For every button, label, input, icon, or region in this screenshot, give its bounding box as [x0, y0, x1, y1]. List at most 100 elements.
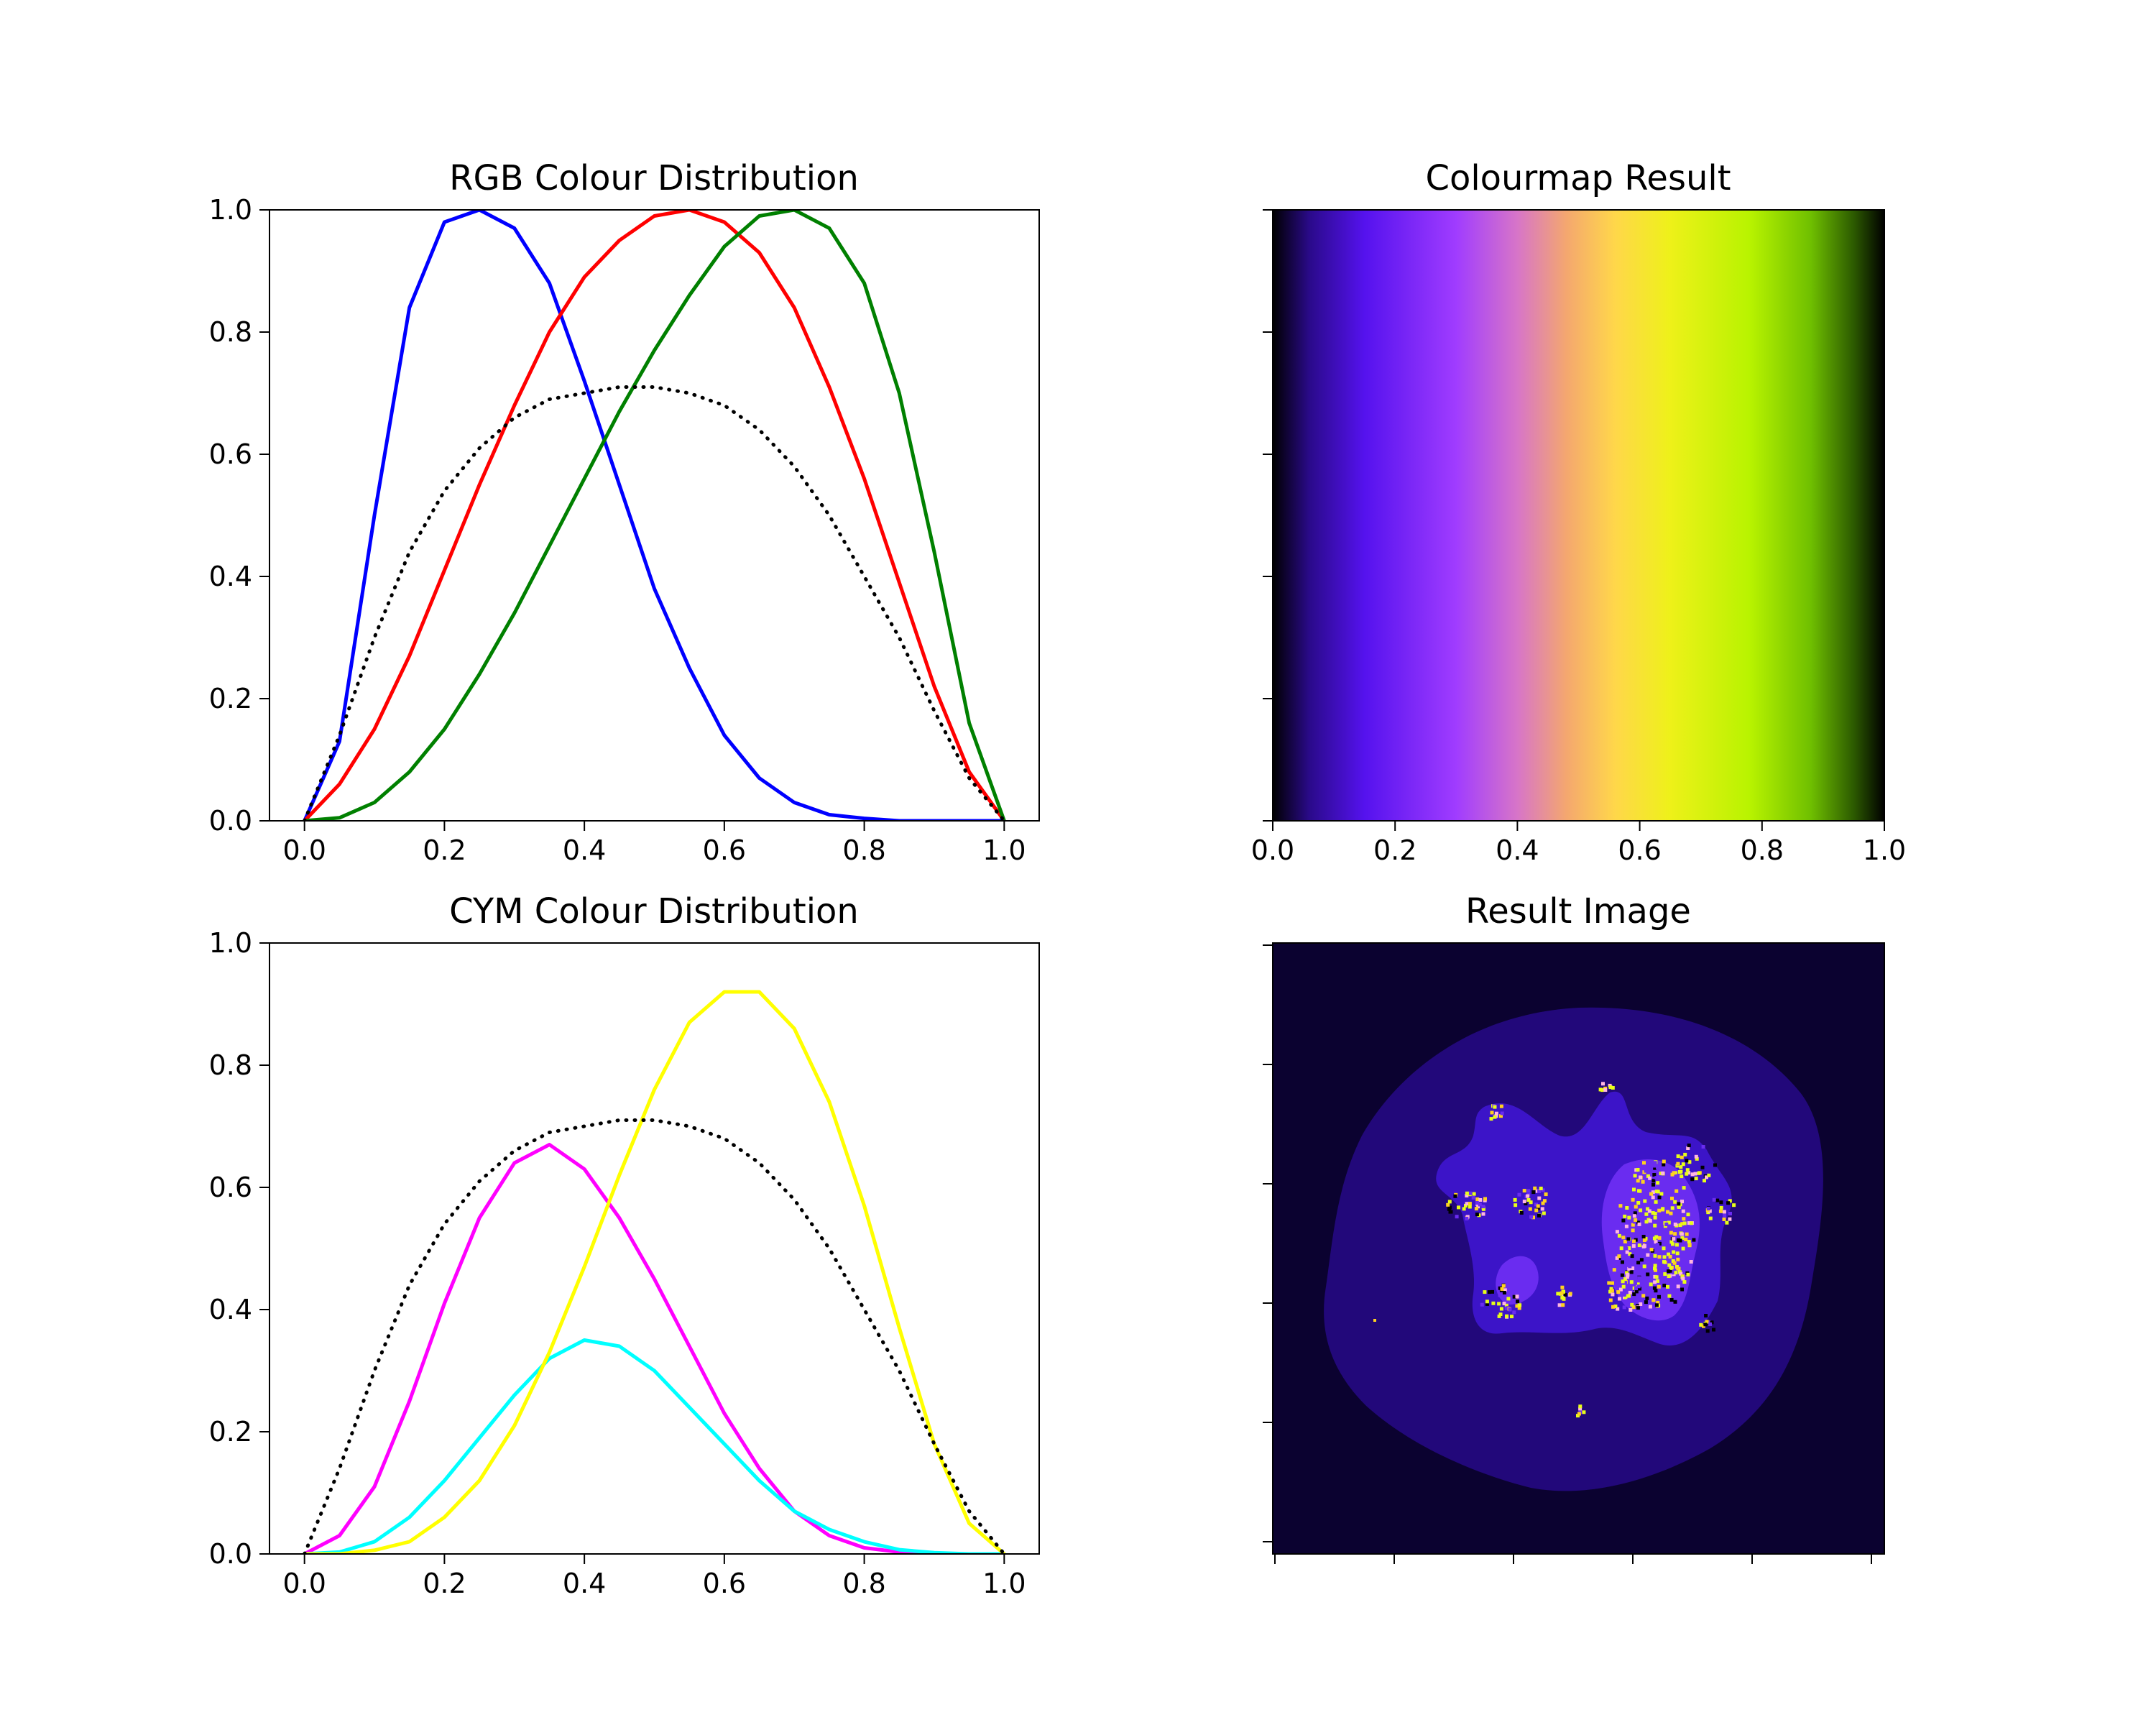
- result-hot-pixel: [1560, 1285, 1565, 1289]
- cym-y-axis: 0.0 0.2 0.4 0.6 0.8 1.0: [209, 927, 270, 1570]
- result-hot-pixel: [1651, 1190, 1655, 1195]
- result-hot-pixel: [1623, 1281, 1628, 1285]
- result-hot-pixel: [1636, 1168, 1640, 1172]
- result-hot-pixel: [1615, 1251, 1619, 1255]
- result-hot-pixel: [1685, 1232, 1689, 1236]
- result-hot-pixel: [1719, 1200, 1723, 1205]
- result-hot-pixel: [1562, 1297, 1566, 1301]
- result-hot-pixel: [1708, 1209, 1712, 1213]
- result-hot-pixel: [1471, 1195, 1475, 1200]
- result-hot-pixel: [1623, 1276, 1627, 1281]
- result-hot-pixel: [1694, 1154, 1698, 1159]
- result-hot-pixel: [1629, 1280, 1634, 1284]
- result-hot-pixel: [1682, 1280, 1687, 1284]
- result-hot-pixel: [1517, 1192, 1521, 1197]
- result-hot-pixel: [1611, 1305, 1615, 1309]
- result-hot-pixel: [1684, 1238, 1688, 1241]
- result-hot-pixel: [1657, 1255, 1662, 1259]
- result-hot-pixel: [1632, 1214, 1636, 1218]
- result-hot-pixel: [1577, 1412, 1581, 1416]
- cym-y-tick-label: 0.4: [209, 1294, 252, 1325]
- result-hot-pixel: [1639, 1302, 1643, 1306]
- result-x-axis: [1274, 1554, 1872, 1564]
- result-hot-pixel: [1676, 1266, 1680, 1271]
- result-hot-pixel: [1653, 1280, 1657, 1284]
- result-hot-pixel: [1678, 1223, 1682, 1228]
- result-hot-pixel: [1628, 1308, 1633, 1312]
- result-hot-pixel: [1649, 1192, 1654, 1196]
- cmap-title: Colourmap Result: [1425, 158, 1731, 198]
- result-hot-pixel: [1497, 1302, 1501, 1306]
- result-hot-pixel: [1659, 1230, 1664, 1234]
- result-hot-pixel: [1623, 1295, 1628, 1300]
- result-hot-pixel: [1616, 1290, 1621, 1294]
- result-hot-pixel: [1628, 1252, 1632, 1256]
- result-hot-pixel: [1679, 1165, 1683, 1169]
- result-hot-pixel: [1657, 1208, 1662, 1213]
- result-hot-pixel: [1621, 1260, 1624, 1264]
- result-hot-pixel: [1699, 1322, 1703, 1327]
- result-hot-pixel: [1685, 1159, 1689, 1163]
- result-hot-pixel: [1680, 1174, 1684, 1179]
- result-hot-pixel: [1453, 1194, 1457, 1198]
- result-hot-pixel: [1626, 1237, 1631, 1241]
- result-hot-pixel: [1542, 1211, 1546, 1215]
- result-hot-pixel: [1687, 1243, 1692, 1247]
- result-hot-pixel: [1671, 1242, 1674, 1246]
- result-hot-pixel: [1646, 1207, 1649, 1211]
- result-hot-pixel: [1631, 1266, 1635, 1270]
- result-hot-pixel: [1663, 1272, 1667, 1276]
- result-hot-pixel: [1681, 1246, 1685, 1251]
- result-hot-pixel: [1528, 1207, 1532, 1211]
- result-hot-pixel: [1687, 1221, 1691, 1225]
- result-hot-pixel: [1513, 1197, 1517, 1202]
- result-hot-pixel: [1649, 1282, 1653, 1287]
- result-hot-pixel: [1636, 1282, 1640, 1287]
- result-hot-pixel: [1728, 1217, 1732, 1221]
- result-hot-pixel: [1673, 1300, 1677, 1304]
- result-hot-pixel: [1672, 1237, 1676, 1241]
- result-hot-pixel: [1515, 1304, 1519, 1308]
- result-hot-pixel: [1669, 1298, 1674, 1302]
- result-hot-pixel: [1601, 1082, 1605, 1086]
- result-hot-pixel: [1722, 1218, 1726, 1221]
- result-hot-pixel: [1618, 1204, 1623, 1208]
- result-hot-pixel: [1639, 1208, 1643, 1213]
- result-hot-pixel: [1647, 1209, 1651, 1213]
- result-hot-pixel: [1628, 1264, 1632, 1269]
- result-hot-pixel: [1659, 1172, 1663, 1176]
- result-hot-pixel: [1608, 1289, 1613, 1294]
- cym-series-1-line: [303, 1338, 1006, 1554]
- result-hot-pixel: [1652, 1286, 1657, 1290]
- result-hot-pixel: [1648, 1176, 1652, 1180]
- result-hot-pixel: [1622, 1292, 1626, 1297]
- result-hot-pixel: [1531, 1215, 1535, 1220]
- result-hot-pixel: [1676, 1257, 1680, 1261]
- result-hot-pixel: [1682, 1221, 1687, 1225]
- result-hot-pixel: [1468, 1191, 1473, 1195]
- result-hot-pixel: [1642, 1264, 1646, 1269]
- result-hot-pixel: [1625, 1206, 1629, 1210]
- result-hot-pixel: [1678, 1238, 1682, 1243]
- result-hot-pixel: [1624, 1246, 1628, 1251]
- result-hot-pixel: [1690, 1172, 1695, 1177]
- result-hot-pixel: [1637, 1276, 1641, 1280]
- result-hot-pixel: [1639, 1258, 1644, 1262]
- result-hot-pixel: [1713, 1163, 1717, 1167]
- result-hot-pixel: [1633, 1211, 1637, 1215]
- result-hot-pixel: [1654, 1176, 1659, 1180]
- result-hot-pixel: [1480, 1302, 1484, 1307]
- result-hot-pixel: [1536, 1206, 1540, 1210]
- result-hot-pixel: [1582, 1410, 1586, 1414]
- result-hot-pixel: [1672, 1261, 1677, 1265]
- result-hot-pixel: [1630, 1254, 1634, 1259]
- result-hot-pixel: [1541, 1188, 1545, 1192]
- result-hot-pixel: [1518, 1303, 1522, 1307]
- cmap-x-axis: 0.0 0.2 0.4 0.6 0.8 1.0: [1251, 821, 1906, 866]
- result-hot-pixel: [1631, 1197, 1635, 1202]
- cym-plot-area: [270, 943, 1039, 1554]
- result-hot-pixel: [1529, 1215, 1534, 1219]
- result-hot-pixel: [1680, 1287, 1684, 1292]
- result-hot-pixel: [1490, 1110, 1494, 1115]
- result-hot-pixel: [1672, 1171, 1676, 1175]
